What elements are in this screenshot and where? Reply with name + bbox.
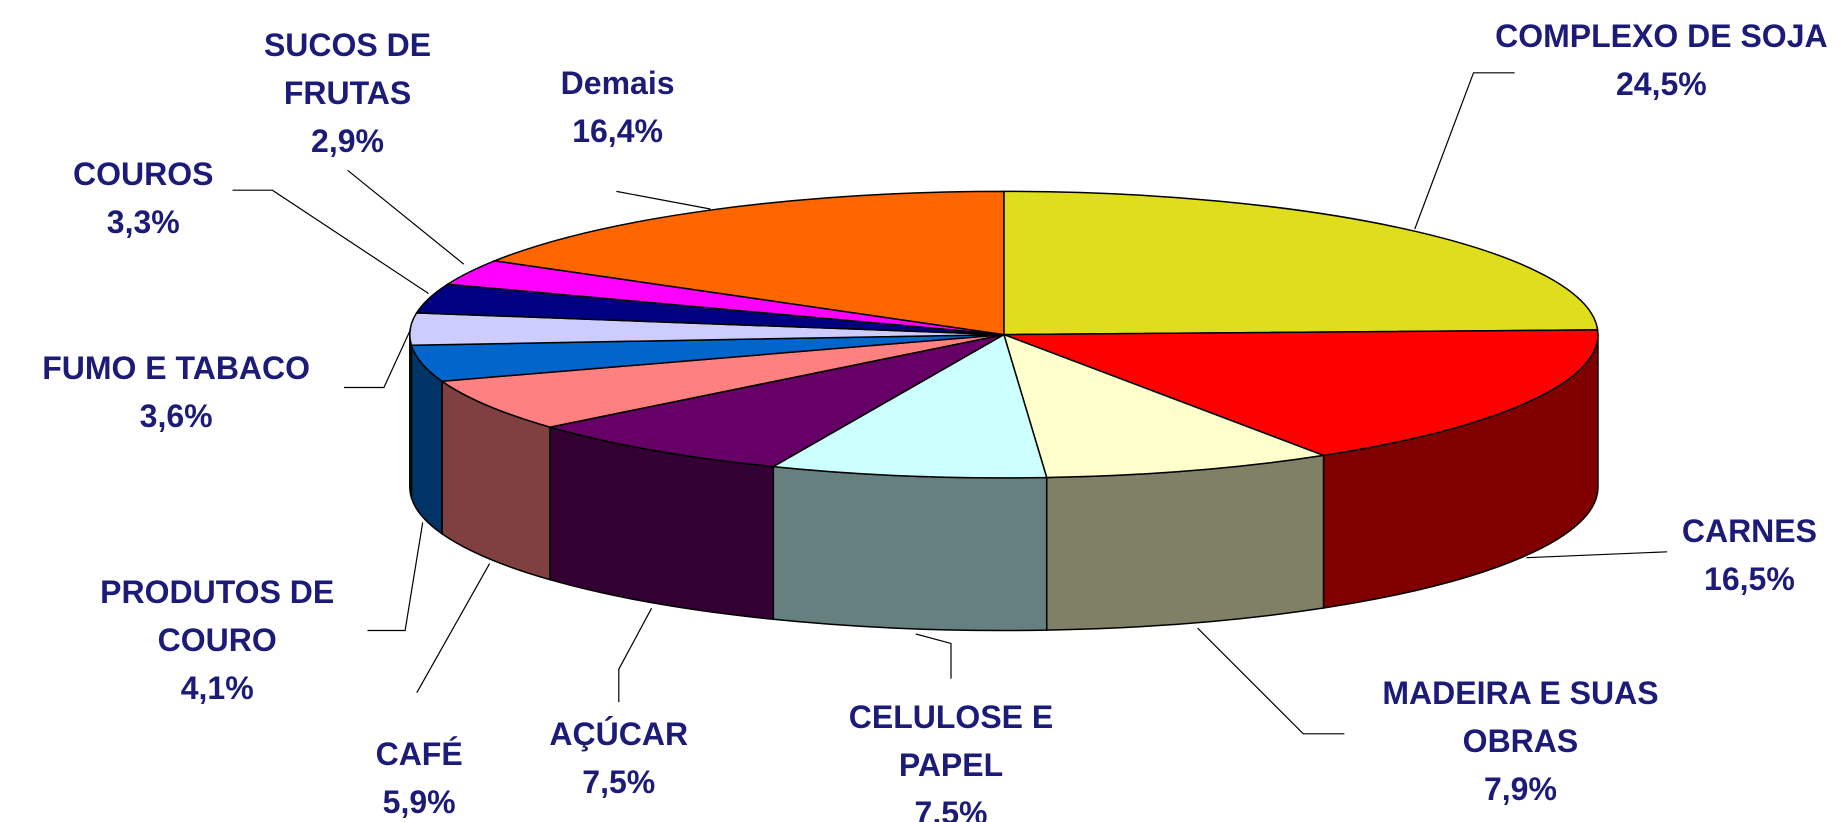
- value-label: 2,9%: [311, 123, 384, 160]
- category: COUROS: [73, 156, 214, 193]
- value-label: 7,5%: [582, 764, 656, 801]
- leader-line: [1414, 72, 1515, 230]
- leader-line: [347, 169, 465, 265]
- slice-side: [409, 334, 413, 499]
- slice-label: Demais 16,4%: [518, 59, 718, 155]
- slice-label: CARNES 16,5%: [1620, 507, 1841, 603]
- leader-line: [232, 189, 429, 295]
- category: FUMO E TABACO: [42, 350, 311, 386]
- slice-label: CELULOSE E PAPEL 7,5%: [804, 693, 1098, 822]
- leader-line: [367, 522, 424, 632]
- value-label: 3,6%: [139, 398, 213, 434]
- category: CARNES: [1681, 513, 1817, 550]
- slice-side: [1045, 454, 1325, 631]
- leader-line: [915, 633, 952, 679]
- slice-label: CAFÉ 5,9%: [343, 730, 496, 822]
- leader-line: [344, 328, 412, 389]
- category: CELULOSE E PAPEL: [848, 698, 1054, 783]
- value-label: 5,9%: [382, 784, 456, 821]
- slice-label: PRODUTOS DE COURO 4,1%: [56, 568, 379, 712]
- value-label: 16,5%: [1704, 561, 1795, 598]
- leader-line: [416, 563, 491, 693]
- slice: [1003, 190, 1599, 336]
- leader-line: [1197, 627, 1345, 735]
- slice: [491, 190, 1005, 336]
- slice-label: MADEIRA E SUAS OBRAS 7,9%: [1338, 669, 1702, 813]
- slice-label: COUROS 3,3%: [43, 150, 243, 246]
- category: Demais: [560, 64, 675, 101]
- category: PRODUTOS DE COURO: [100, 574, 335, 659]
- category: MADEIRA E SUAS OBRAS: [1382, 675, 1659, 760]
- value-label: 3,3%: [106, 204, 180, 241]
- slice-side: [772, 465, 1048, 632]
- category: SUCOS DE FRUTAS: [263, 27, 432, 112]
- leader-line: [616, 190, 711, 210]
- leader-line: [1526, 551, 1668, 559]
- value-label: 4,1%: [180, 670, 254, 707]
- slice-label: COMPLEXO DE SOJA 24,5%: [1491, 12, 1831, 108]
- slice: [770, 333, 1048, 479]
- category: COMPLEXO DE SOJA: [1495, 17, 1828, 54]
- slice: [549, 333, 1005, 468]
- slice-label: FUMO E TABACO 3,6%: [0, 344, 370, 440]
- value-label: 7,5%: [914, 794, 988, 822]
- slice: [439, 333, 1005, 428]
- leader-line: [618, 607, 653, 703]
- category: CAFÉ: [375, 736, 463, 773]
- value-label: 16,4%: [572, 112, 663, 149]
- slice-label: SUCOS DE FRUTAS 2,9%: [233, 21, 462, 165]
- slice: [1003, 329, 1599, 457]
- value-label: 24,5%: [1615, 65, 1707, 102]
- value-label: 7,9%: [1483, 771, 1557, 808]
- category: AÇÚCAR: [549, 716, 689, 753]
- slice: [1002, 333, 1327, 479]
- slice-label: AÇÚCAR 7,5%: [513, 710, 724, 806]
